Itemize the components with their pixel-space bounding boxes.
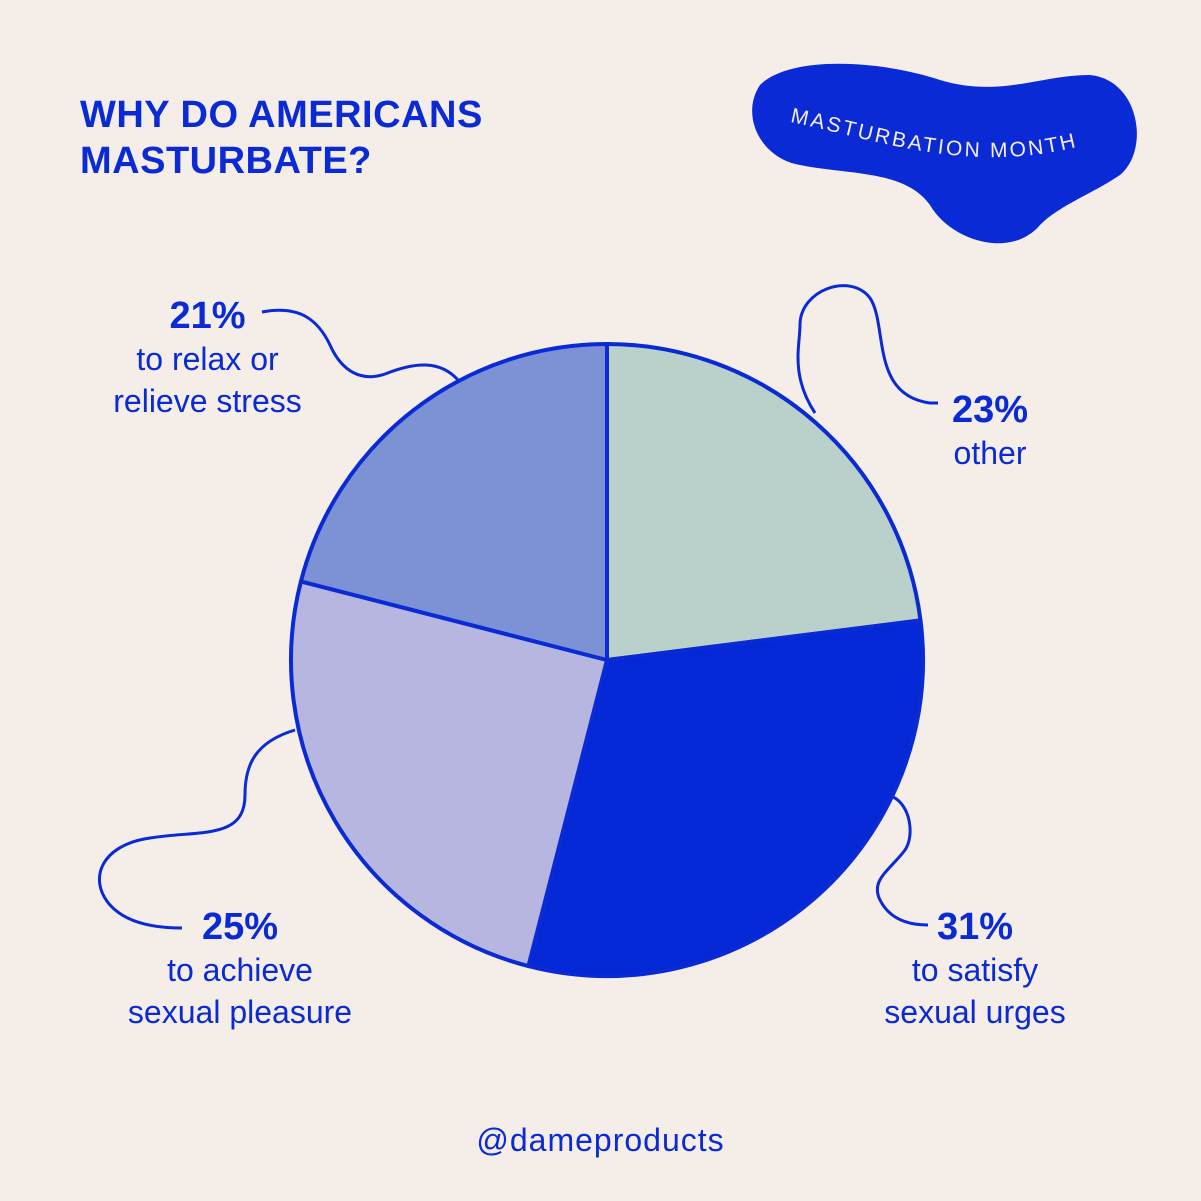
slice-label-other: 23% other (900, 388, 1080, 474)
slice-label-urges-pct: 31% (936, 906, 1014, 948)
slice-label-pleasure-text-2: sexual pleasure (127, 994, 353, 1030)
slice-label-other-text: other (953, 435, 1027, 471)
slice-label-relax-pct: 21% (169, 295, 246, 337)
chart-title-line-1: WHY DO AMERICANS (80, 94, 483, 136)
leader-line-other (796, 284, 938, 414)
leader-line-relax (261, 308, 460, 382)
pie-slice-urges (526, 618, 925, 978)
badge-blob (752, 63, 1137, 244)
chart-title: WHY DO AMERICANS MASTURBATE? (80, 92, 483, 184)
slice-label-relax: 21% to relax or relieve stress (95, 294, 320, 422)
slice-label-other-pct: 23% (951, 389, 1029, 431)
pie-slice-other (605, 342, 923, 662)
pie-slice-pleasure (289, 579, 609, 969)
chart-title-line-2: MASTURBATE? (80, 140, 372, 182)
slice-label-urges: 31% to satisfy sexual urges (850, 905, 1100, 1033)
slice-label-pleasure-text-1: to achieve (167, 952, 313, 988)
slice-label-relax-text-2: relieve stress (113, 383, 302, 419)
leader-line-urges (875, 795, 929, 927)
leader-line-pleasure (98, 728, 296, 930)
slice-label-urges-text-1: to satisfy (911, 952, 1039, 988)
slice-label-urges-text-2: sexual urges (884, 994, 1066, 1030)
slice-label-pleasure: 25% to achieve sexual pleasure (90, 905, 390, 1033)
footer-handle: @dameproducts (476, 1122, 725, 1158)
slice-label-relax-text-1: to relax or (136, 341, 279, 377)
slice-label-pleasure-pct: 25% (201, 906, 279, 948)
pie-slices (289, 342, 925, 978)
pie-slice-relax (298, 342, 609, 662)
